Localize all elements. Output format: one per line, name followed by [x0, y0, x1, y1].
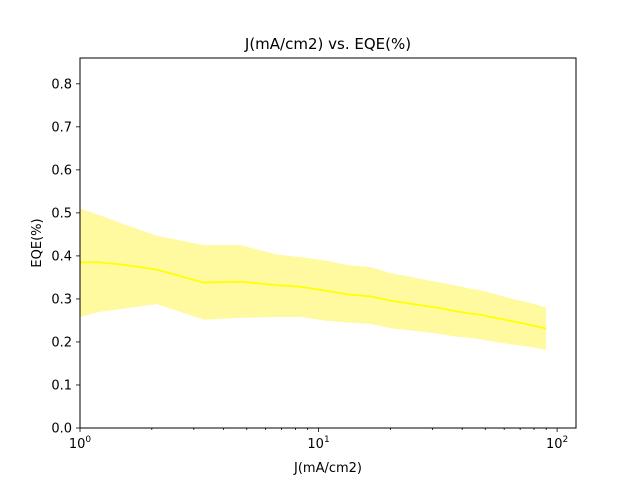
chart-title: J(mA/cm2) vs. EQE(%): [244, 35, 411, 53]
y-tick-label: 0.6: [51, 163, 72, 178]
y-tick-label: 0.5: [51, 206, 72, 221]
x-tick-label: 101: [307, 435, 329, 452]
x-axis: 100 101 102: [69, 428, 568, 452]
y-tick-label: 0.4: [51, 249, 72, 264]
y-axis: 0.0 0.1 0.2 0.3 0.4 0.5 0.6 0.7 0.8: [51, 77, 80, 437]
y-tick-label: 0.8: [51, 77, 72, 92]
y-axis-label: EQE(%): [30, 218, 45, 267]
x-tick-label: 100: [69, 435, 92, 452]
plot-content: [80, 208, 547, 350]
y-tick-label: 0.7: [51, 120, 72, 135]
series-0-line: [80, 261, 547, 330]
axes-frame: [79, 57, 577, 429]
y-tick-label: 0.0: [51, 422, 72, 437]
x-tick-label: 102: [546, 435, 568, 452]
y-tick-label: 0.3: [51, 292, 72, 307]
series-0-band: [80, 208, 547, 350]
y-tick-label: 0.2: [51, 335, 72, 350]
x-axis-label: J(mA/cm2): [293, 461, 362, 476]
y-tick-label: 0.1: [51, 378, 72, 393]
